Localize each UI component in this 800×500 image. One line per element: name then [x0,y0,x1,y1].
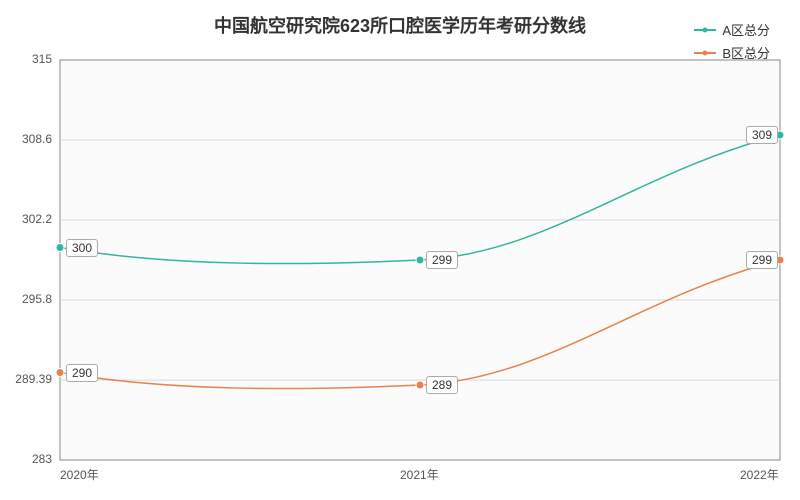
y-tick-label: 283 [32,452,52,466]
chart-svg [0,0,800,500]
data-point-label: 309 [746,126,778,144]
x-tick-label: 2022年 [740,466,779,483]
y-tick-label: 302.2 [22,212,52,226]
x-tick-label: 2020年 [60,466,99,483]
y-tick-label: 308.6 [22,132,52,146]
data-point-label: 289 [426,376,458,394]
data-point-label: 299 [746,251,778,269]
legend-label: B区总分 [722,43,770,62]
data-point-label: 299 [426,251,458,269]
legend-label: A区总分 [722,20,770,39]
legend-item: A区总分 [694,20,770,39]
legend-item: B区总分 [694,43,770,62]
y-tick-label: 315 [32,52,52,66]
line-chart: 中国航空研究院623所口腔医学历年考研分数线 A区总分 B区总分 283 289.3… [0,0,800,500]
legend-swatch [694,52,716,54]
data-point-label: 300 [66,239,98,257]
data-point-label: 290 [66,364,98,382]
y-tick-label: 289.39 [15,372,52,386]
chart-legend: A区总分 B区总分 [694,20,770,66]
y-tick-label: 295.8 [22,292,52,306]
x-tick-label: 2021年 [400,466,439,483]
chart-title: 中国航空研究院623所口腔医学历年考研分数线 [0,12,800,38]
legend-swatch [694,29,716,31]
